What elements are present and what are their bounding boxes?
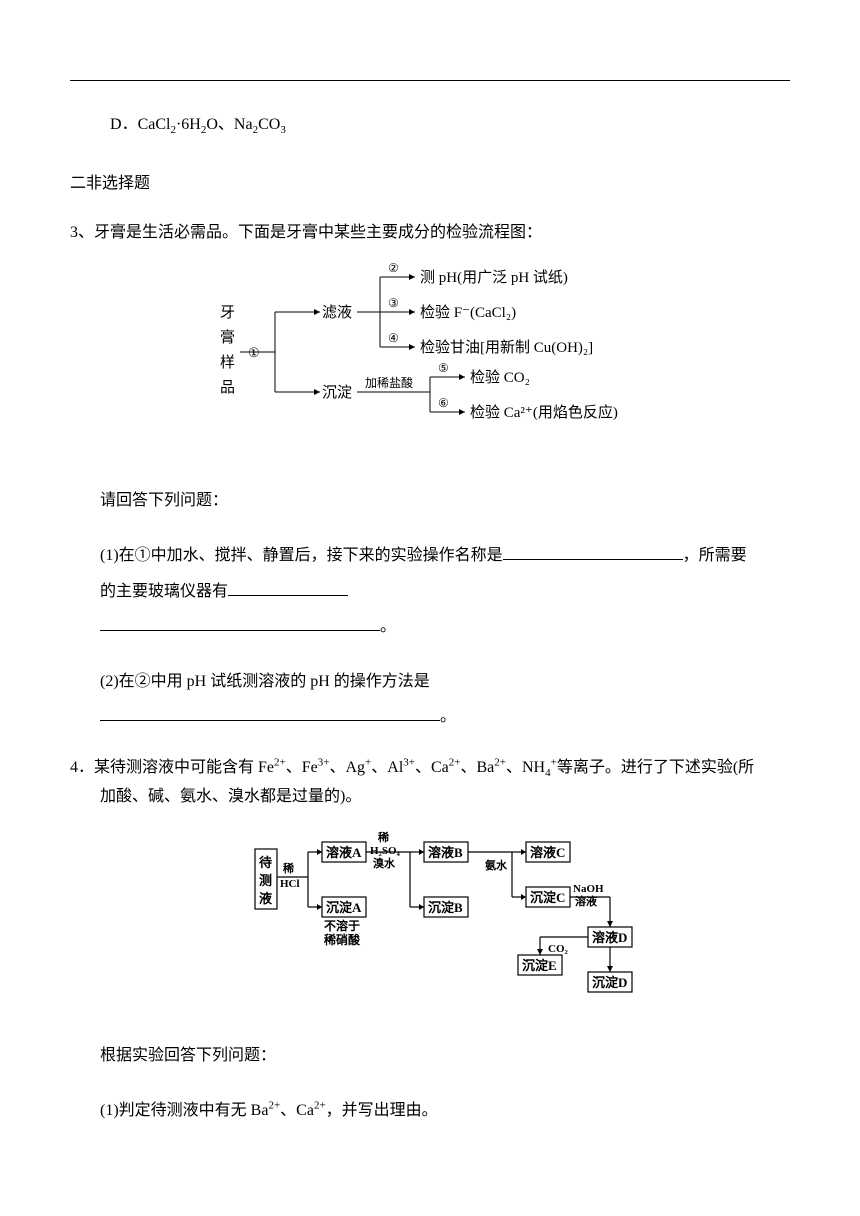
r5-text: 检验 CO₂ (470, 369, 530, 386)
svg-text:②: ② (388, 262, 399, 275)
svg-text:膏: 膏 (220, 329, 235, 346)
q3-sub2-b: 。 (440, 708, 456, 725)
svg-text:溶液C: 溶液C (530, 845, 565, 860)
blank-4 (100, 720, 440, 721)
q3-sub2-a: (2)在②中用 pH 试纸测溶液的 pH 的操作方法是 (100, 673, 430, 690)
q4-sub1: (1)判定待测液中有无 Ba2+、Ca2+，并写出理由。 (100, 1093, 790, 1128)
q4-prompt: 根据实验回答下列问题： (100, 1038, 790, 1073)
blank-2 (228, 595, 348, 596)
svg-text:溶液A: 溶液A (326, 845, 362, 860)
svg-text:③: ③ (388, 296, 399, 310)
q4-diagram: 待 测 液 稀 HCl 溶液A 沉淀A 不溶于 稀硝酸 稀 H₂SO₄ 溴水 (250, 827, 670, 1013)
svg-text:溶液D: 溶液D (592, 930, 627, 945)
svg-text:溶液B: 溶液B (428, 845, 463, 860)
hcl-label: 加稀盐酸 (365, 375, 413, 390)
q3-sub1-b: ，所需要 (683, 547, 747, 564)
svg-text:待: 待 (258, 855, 272, 870)
svg-text:稀: 稀 (283, 861, 294, 875)
q3-prompt: 请回答下列问题： (100, 483, 790, 518)
svg-text:⑤: ⑤ (438, 361, 449, 375)
svg-text:样: 样 (220, 354, 235, 371)
sample-label: 牙 (220, 305, 235, 321)
r4-text: 检验甘油[用新制 Cu(OH)₂] (420, 339, 593, 356)
q4-intro-a: 某待测溶液中可能含有 Fe2+、Fe3+、Ag+、Al3+、Ca2+、Ba2+、… (94, 759, 754, 776)
question-4: 4．某待测溶液中可能含有 Fe2+、Fe3+、Ag+、Al3+、Ca2+、Ba2… (70, 754, 790, 1128)
svg-text:液: 液 (259, 891, 272, 906)
svg-text:品: 品 (220, 379, 235, 396)
r2-text: 测 pH(用广泛 pH 试纸) (420, 269, 568, 286)
option-d-label: D (110, 116, 122, 133)
blank-1 (503, 559, 683, 560)
q3-sub1-d: 。 (380, 618, 396, 635)
svg-text:沉淀C: 沉淀C (530, 890, 565, 905)
question-3: 3、牙膏是生活必需品。下面是牙膏中某些主要成分的检验流程图： 牙 膏 样 品 ①… (70, 219, 790, 735)
option-d-text: ．CaCl2·6H2O、Na2CO3 (122, 116, 286, 133)
svg-text:测: 测 (259, 873, 272, 888)
svg-text:HCl: HCl (280, 878, 300, 890)
svg-text:⑥: ⑥ (438, 396, 449, 410)
q3-diagram: 牙 膏 样 品 ① 滤液 ② 测 pH(用广泛 pH 试纸) ③ 检验 F⁻(C… (220, 262, 700, 458)
svg-text:沉淀A: 沉淀A (326, 900, 362, 915)
q4-number: 4． (70, 759, 94, 776)
svg-text:H₂SO₄: H₂SO₄ (370, 845, 401, 857)
svg-text:④: ④ (388, 331, 399, 345)
q3-sub1: (1)在①中加水、搅拌、静置后，接下来的实验操作名称是 ，所需要 的主要玻璃仪器有… (100, 538, 790, 644)
svg-text:CO₂: CO₂ (548, 943, 569, 955)
q4-sub1-text: (1)判定待测液中有无 Ba2+、Ca2+，并写出理由。 (100, 1102, 438, 1119)
option-d: D．CaCl2·6H2O、Na2CO3 (110, 111, 790, 140)
q3-sub1-c: 的主要玻璃仪器有 (100, 583, 228, 600)
q4-intro: 4．某待测溶液中可能含有 Fe2+、Fe3+、Ag+、Al3+、Ca2+、Ba2… (70, 754, 790, 812)
svg-text:氨水: 氨水 (485, 858, 508, 872)
svg-text:稀: 稀 (378, 830, 389, 844)
q3-intro: 3、牙膏是生活必需品。下面是牙膏中某些主要成分的检验流程图： (70, 219, 790, 248)
svg-text:沉淀E: 沉淀E (522, 958, 557, 973)
q3-intro-text: 牙膏是生活必需品。下面是牙膏中某些主要成分的检验流程图： (94, 224, 542, 241)
svg-text:NaOH: NaOH (573, 883, 604, 895)
svg-text:溴水: 溴水 (373, 856, 396, 870)
q3-sub1-a: (1)在①中加水、搅拌、静置后，接下来的实验操作名称是 (100, 547, 503, 564)
horizontal-rule (70, 80, 790, 81)
svg-text:不溶于: 不溶于 (324, 918, 360, 933)
svg-text:溶液: 溶液 (575, 894, 598, 908)
svg-text:沉淀D: 沉淀D (592, 975, 627, 990)
q3-sub2: (2)在②中用 pH 试纸测溶液的 pH 的操作方法是 。 (100, 664, 790, 734)
svg-text:稀硝酸: 稀硝酸 (324, 932, 361, 947)
svg-text:沉淀B: 沉淀B (428, 900, 463, 915)
r3-text: 检验 F⁻(CaCl₂) (420, 304, 516, 321)
q4-intro-b: 加酸、碱、氨水、溴水都是过量的)。 (100, 788, 361, 805)
r6-text: 检验 Ca²⁺(用焰色反应) (470, 403, 618, 421)
filtrate-label: 滤液 (322, 304, 352, 321)
section-2-header: 二非选择题 (70, 170, 790, 199)
blank-3 (100, 630, 380, 631)
precipitate-label: 沉淀 (322, 384, 352, 401)
q3-number: 3、 (70, 224, 94, 241)
